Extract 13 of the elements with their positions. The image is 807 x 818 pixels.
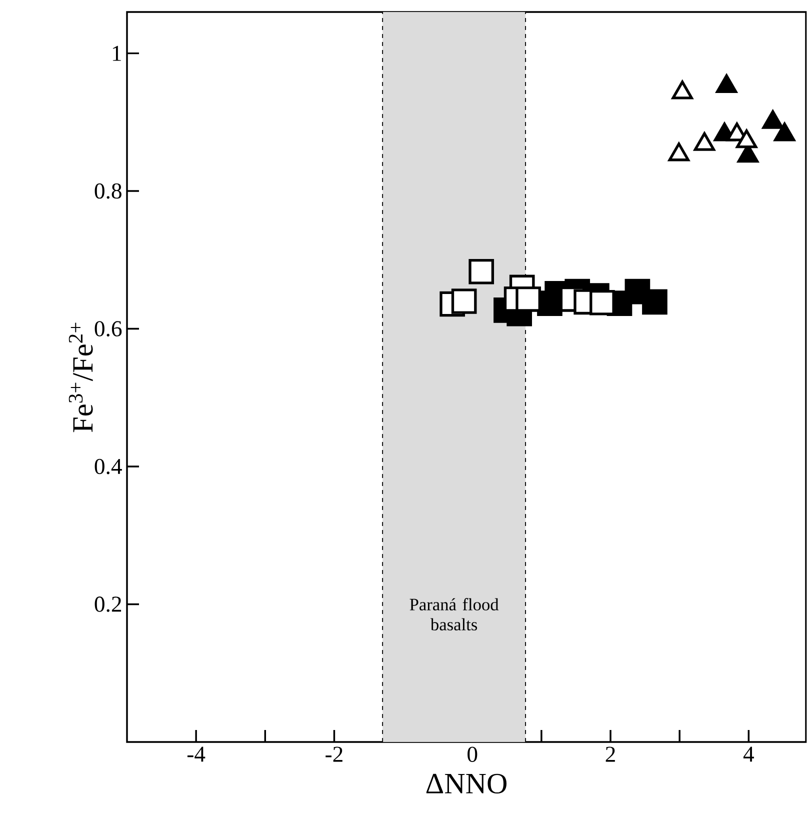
- y-tick-label: 0.4: [94, 458, 122, 474]
- x-tick-label: 4: [744, 746, 754, 762]
- band-label: Paraná flood basalts: [410, 598, 499, 630]
- x-axis-title: ΔNNO: [426, 774, 507, 794]
- y-tick-label: 0.2: [94, 596, 122, 612]
- y-tick-label: 1: [113, 46, 122, 61]
- x-tick-label: -4: [188, 746, 206, 762]
- y-tick-label: 0.8: [94, 183, 122, 199]
- y-tick-label: 0.6: [94, 321, 122, 336]
- y-axis-title: Fe$^{3+}$/Fe$^{2+}$: [69, 322, 93, 432]
- x-tick-label: 2: [606, 746, 616, 762]
- x-tick-label: 0: [468, 746, 478, 762]
- x-tick-label: -2: [326, 746, 343, 762]
